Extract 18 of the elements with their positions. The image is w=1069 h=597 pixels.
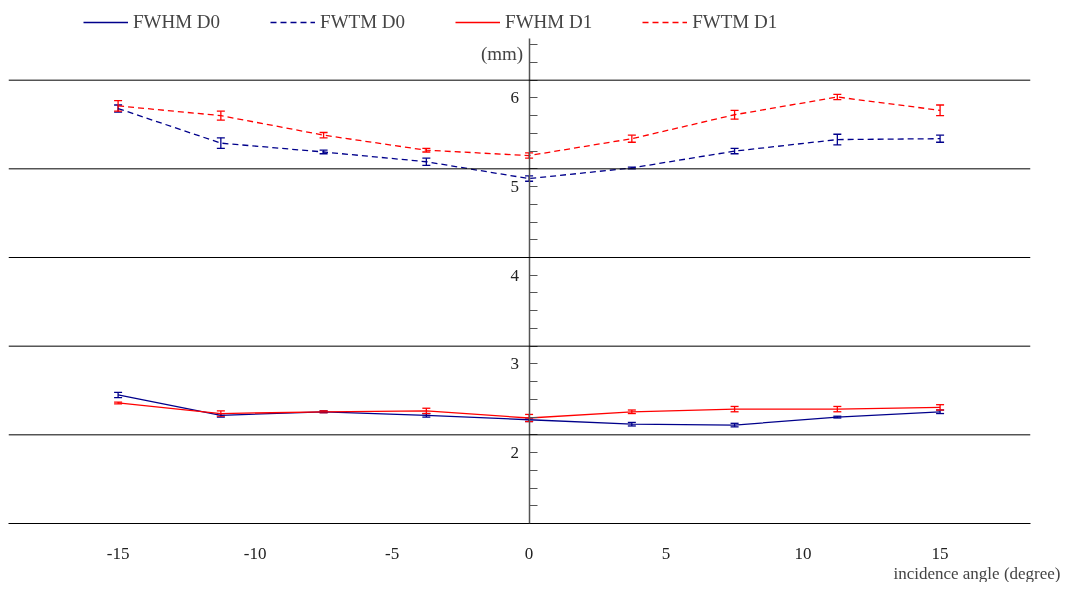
x-tick-label: -5 — [385, 543, 400, 563]
x-tick-label: 15 — [931, 543, 949, 563]
legend-label: FWHM D0 — [133, 11, 221, 33]
y-tick-label: 4 — [510, 265, 520, 285]
x-tick-label: 0 — [524, 543, 534, 563]
legend-label: FWTM D1 — [692, 11, 778, 33]
y-tick-label: 2 — [510, 443, 520, 463]
legend-label: FWTM D0 — [320, 11, 406, 33]
x-tick-label: 10 — [794, 543, 812, 563]
y-tick-label: 6 — [510, 88, 520, 108]
x-tick-label: -15 — [106, 543, 130, 563]
x-tick-label: -10 — [243, 543, 267, 563]
y-tick-label: 5 — [510, 177, 520, 197]
legend-label: FWHM D1 — [505, 11, 593, 33]
y-tick-label: 3 — [510, 354, 520, 374]
x-tick-label: 5 — [661, 543, 671, 563]
y-axis-title: (mm) — [480, 42, 524, 65]
x-axis-title: incidence angle (degree) — [893, 563, 1061, 583]
